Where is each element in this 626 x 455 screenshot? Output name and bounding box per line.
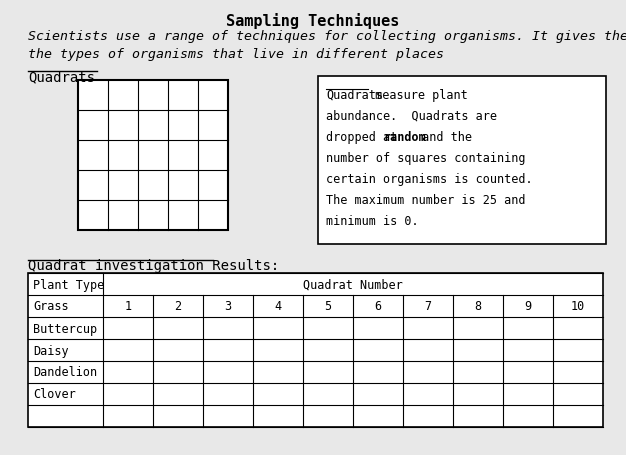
Text: Buttercup: Buttercup [33, 322, 97, 335]
Text: 3: 3 [225, 300, 232, 313]
Text: number of squares containing: number of squares containing [326, 152, 525, 165]
Text: 1: 1 [125, 300, 131, 313]
Text: Quadrat Number: Quadrat Number [303, 278, 403, 291]
Text: Quadrats: Quadrats [326, 89, 383, 102]
Text: measure plant: measure plant [368, 89, 468, 102]
Text: 6: 6 [374, 300, 382, 313]
Text: Sampling Techniques: Sampling Techniques [227, 13, 399, 29]
Text: Dandelion: Dandelion [33, 366, 97, 379]
Text: abundance.  Quadrats are: abundance. Quadrats are [326, 110, 497, 123]
Text: 2: 2 [175, 300, 182, 313]
Text: 8: 8 [475, 300, 481, 313]
Text: 9: 9 [525, 300, 531, 313]
Text: 5: 5 [324, 300, 332, 313]
Text: Daisy: Daisy [33, 344, 69, 357]
Text: Plant Type: Plant Type [33, 278, 105, 291]
Text: Grass: Grass [33, 300, 69, 313]
Text: Clover: Clover [33, 388, 76, 400]
Text: 10: 10 [571, 300, 585, 313]
Bar [28, 273, 603, 427]
Text: certain organisms is counted.: certain organisms is counted. [326, 172, 533, 186]
Text: 4: 4 [274, 300, 282, 313]
Text: dropped at: dropped at [326, 131, 404, 144]
FancyBboxPatch shape [318, 77, 606, 244]
Text: minimum is 0.: minimum is 0. [326, 214, 419, 228]
Text: Quadrats: Quadrats [28, 70, 95, 84]
Text: 7: 7 [424, 300, 431, 313]
Text: Scientists use a range of techniques for collecting organisms. It gives them an : Scientists use a range of techniques for… [28, 30, 626, 61]
Text: and the: and the [415, 131, 472, 144]
Text: The maximum number is 25 and: The maximum number is 25 and [326, 193, 525, 207]
Text: Quadrat investigation Results:: Quadrat investigation Results: [28, 258, 279, 273]
Text: random: random [384, 131, 426, 144]
Bar [78, 81, 228, 231]
